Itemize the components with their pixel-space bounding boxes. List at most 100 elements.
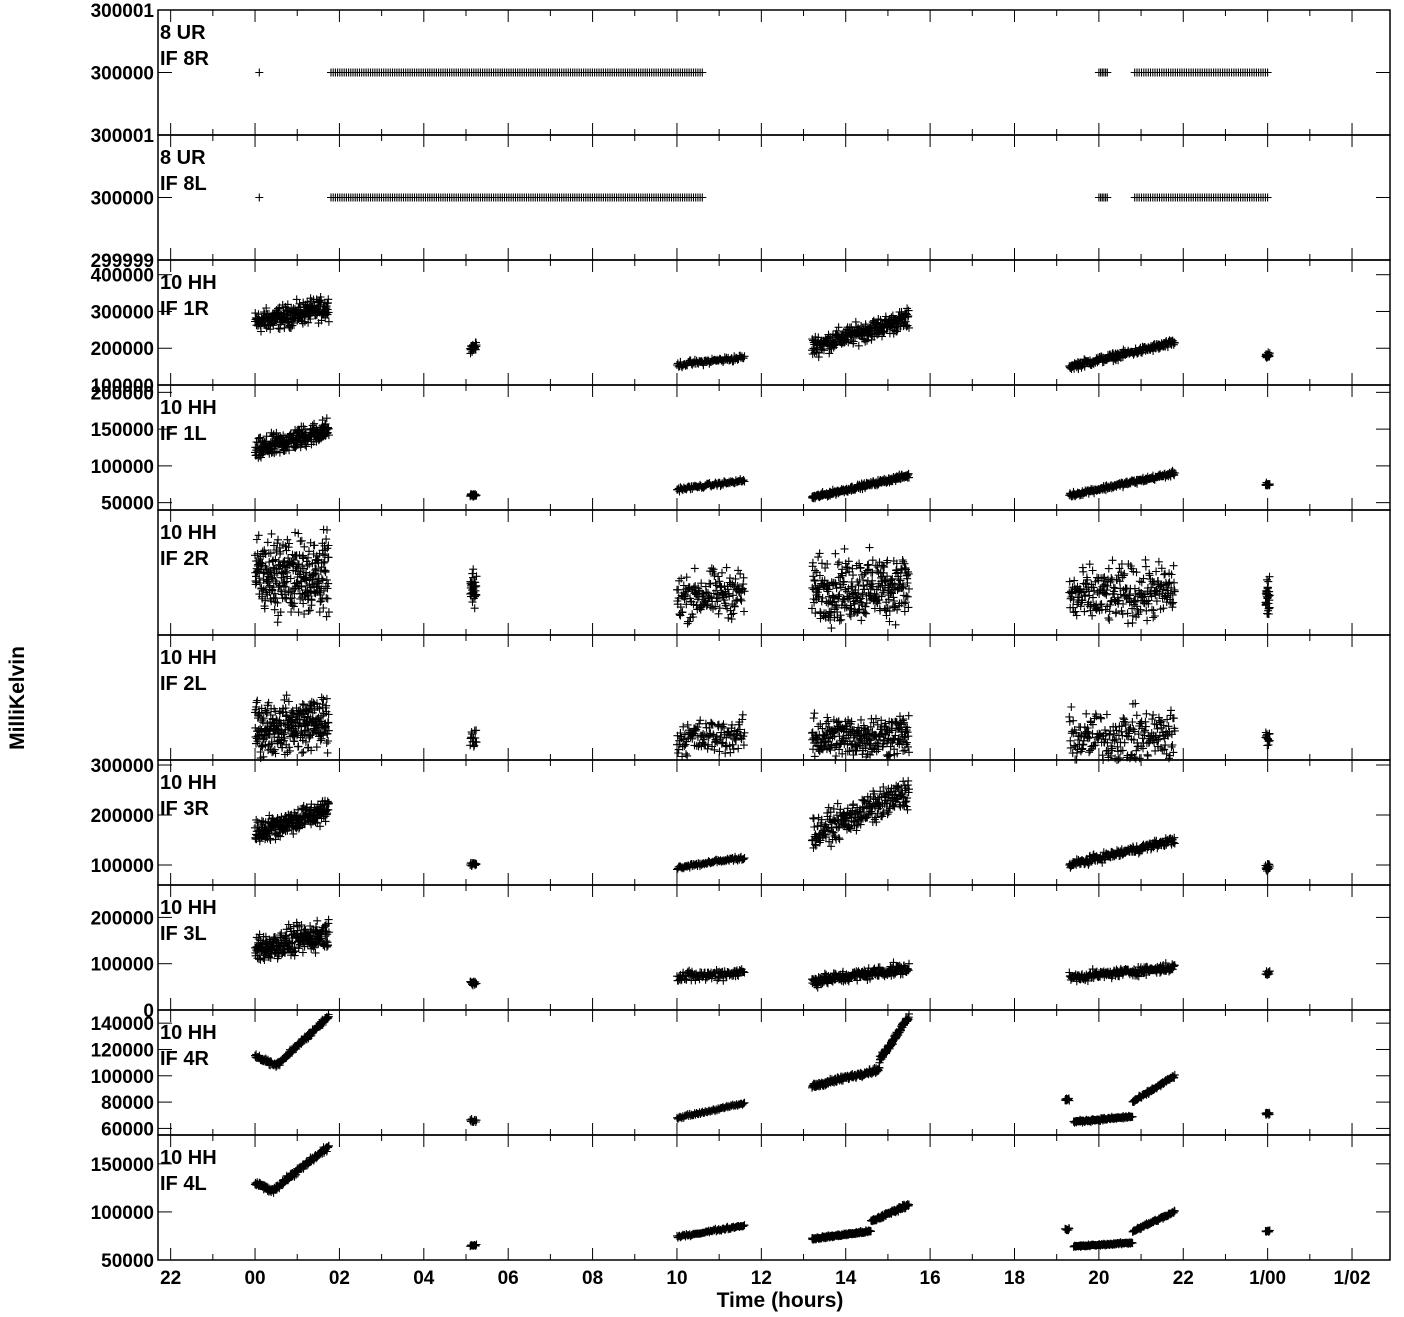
data-point xyxy=(699,361,708,370)
panel-label-if: IF 1L xyxy=(160,423,207,445)
data-points xyxy=(255,193,1272,202)
data-point xyxy=(323,748,332,757)
panel-label-station: 10 HH xyxy=(160,772,217,794)
y-tick-label: 300001 xyxy=(91,126,155,147)
data-point xyxy=(283,535,292,544)
data-point xyxy=(815,549,824,558)
data-point xyxy=(698,68,707,77)
data-point xyxy=(900,607,909,616)
data-point xyxy=(835,558,843,567)
data-point xyxy=(1141,562,1150,571)
data-point xyxy=(831,340,840,349)
data-point xyxy=(254,531,263,540)
data-point xyxy=(1103,193,1112,202)
data-point xyxy=(854,341,863,350)
data-point xyxy=(1112,608,1121,617)
data-point xyxy=(274,304,283,313)
panel-label-station: 10 HH xyxy=(160,522,217,544)
data-point xyxy=(298,749,306,757)
data-point xyxy=(833,560,842,569)
data-point xyxy=(322,414,331,423)
data-point xyxy=(324,737,333,745)
y-tick-label: 200000 xyxy=(91,806,154,827)
data-point xyxy=(832,326,841,335)
data-point xyxy=(810,752,819,761)
panel-frame xyxy=(157,509,1391,636)
data-point xyxy=(843,563,852,572)
data-point xyxy=(324,308,333,317)
y-tick-label: 300001 xyxy=(91,1,155,22)
data-point xyxy=(304,553,312,562)
data-point xyxy=(1066,736,1075,745)
data-point xyxy=(294,608,303,617)
data-points xyxy=(255,68,1272,77)
data-point xyxy=(1118,746,1127,755)
data-point xyxy=(267,529,276,538)
data-point xyxy=(736,569,745,578)
data-point xyxy=(1079,567,1088,576)
data-point xyxy=(1170,587,1179,596)
data-point xyxy=(739,573,748,582)
data-point xyxy=(734,744,743,753)
data-point xyxy=(808,558,817,567)
data-point xyxy=(810,709,819,718)
data-point xyxy=(1169,561,1178,570)
data-point xyxy=(690,564,699,573)
data-point xyxy=(1120,738,1129,747)
data-point xyxy=(814,553,823,562)
panel-label-if: IF 8L xyxy=(160,173,207,195)
data-point xyxy=(1142,709,1151,718)
data-point xyxy=(831,549,840,558)
data-point xyxy=(903,592,912,601)
data-point xyxy=(1168,741,1177,749)
data-point xyxy=(295,299,304,308)
data-point xyxy=(1168,603,1177,612)
data-point xyxy=(280,695,289,704)
data-point xyxy=(472,726,481,735)
data-point xyxy=(740,607,748,616)
data-point xyxy=(899,557,908,566)
data-point xyxy=(718,568,726,577)
data-point xyxy=(715,747,724,756)
data-point xyxy=(903,304,912,313)
panel-label-if: IF 1R xyxy=(160,298,209,320)
y-tick-label: 300000 xyxy=(91,64,154,85)
data-point xyxy=(298,319,307,328)
data-points xyxy=(251,525,1274,633)
data-point xyxy=(324,295,333,304)
data-point xyxy=(1142,606,1151,615)
data-point xyxy=(470,604,479,613)
data-point xyxy=(322,575,331,584)
data-point xyxy=(1128,618,1137,627)
panel-label-station: 10 HH xyxy=(160,397,217,419)
data-point xyxy=(255,68,264,77)
data-point xyxy=(252,698,261,707)
data-point xyxy=(864,560,873,569)
data-point xyxy=(306,315,315,323)
data-point xyxy=(809,572,818,581)
data-point xyxy=(674,749,683,757)
data-point xyxy=(698,193,707,202)
data-point xyxy=(1104,564,1113,573)
panel-5: 10 HH IF 2R xyxy=(157,509,1391,636)
data-point xyxy=(275,325,284,333)
data-point xyxy=(1143,752,1152,760)
data-point xyxy=(1149,606,1158,615)
data-point xyxy=(262,304,271,312)
y-tick-label: 300000 xyxy=(91,189,154,210)
y-tick-label: 100000 xyxy=(91,856,154,877)
panel-frame xyxy=(157,259,1391,386)
data-point xyxy=(808,350,817,359)
data-point xyxy=(683,751,692,760)
panel-label-if: IF 2R xyxy=(160,548,209,570)
panel-label-station: 10 HH xyxy=(160,647,217,669)
data-points xyxy=(251,776,1274,875)
y-tick-label: 200000 xyxy=(91,383,154,404)
data-point xyxy=(469,565,478,574)
data-point xyxy=(305,606,314,615)
data-point xyxy=(740,352,749,361)
data-point xyxy=(738,710,747,719)
